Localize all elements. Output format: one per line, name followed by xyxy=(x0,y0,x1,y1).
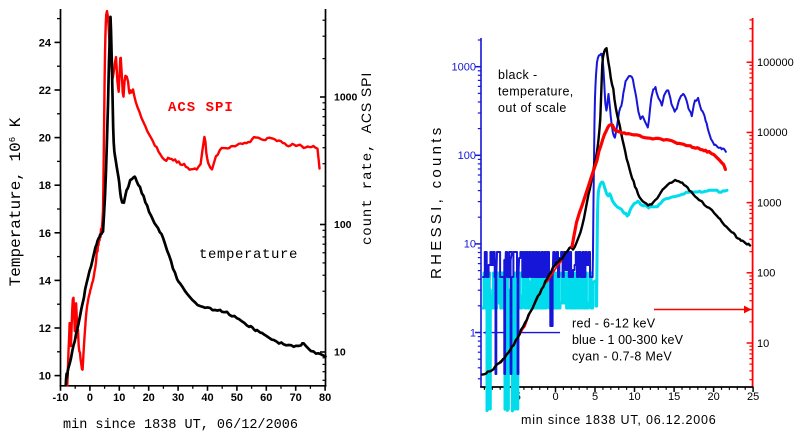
svg-text:22: 22 xyxy=(39,85,51,97)
svg-text:25: 25 xyxy=(747,391,759,403)
svg-text:1000: 1000 xyxy=(757,197,781,209)
svg-text:0: 0 xyxy=(552,391,558,403)
svg-text:temperature: temperature xyxy=(199,247,298,263)
svg-text:12: 12 xyxy=(39,323,51,335)
svg-text:20: 20 xyxy=(707,391,719,403)
svg-text:10: 10 xyxy=(628,391,640,403)
svg-text:RHESSI, counts: RHESSI, counts xyxy=(428,124,445,279)
svg-text:ACS SPI: ACS SPI xyxy=(168,100,234,116)
svg-text:min since 1838 UT, 06.12.2006: min since 1838 UT, 06.12.2006 xyxy=(521,413,717,427)
svg-text:Temperature, 106 K: Temperature, 106 K xyxy=(7,117,25,286)
svg-text:60: 60 xyxy=(260,392,272,404)
svg-text:red - 6-12 keV: red - 6-12 keV xyxy=(572,317,656,331)
svg-text:15: 15 xyxy=(668,391,680,403)
svg-text:100: 100 xyxy=(334,219,352,231)
svg-text:blue - 1 00-300 keV: blue - 1 00-300 keV xyxy=(572,333,684,347)
svg-text:20: 20 xyxy=(143,392,155,404)
svg-text:10: 10 xyxy=(39,371,51,383)
svg-text:40: 40 xyxy=(201,392,213,404)
svg-text:10000: 10000 xyxy=(757,127,788,139)
svg-text:100: 100 xyxy=(757,268,775,280)
svg-text:50: 50 xyxy=(231,392,243,404)
svg-text:1000: 1000 xyxy=(452,62,476,74)
svg-text:10: 10 xyxy=(113,392,125,404)
svg-text:100: 100 xyxy=(458,150,476,162)
svg-text:70: 70 xyxy=(290,392,302,404)
svg-text:black -: black - xyxy=(498,68,538,82)
svg-text:80: 80 xyxy=(319,392,331,404)
svg-text:10: 10 xyxy=(757,338,769,350)
svg-text:out of scale: out of scale xyxy=(498,101,567,115)
svg-text:100000: 100000 xyxy=(757,57,794,69)
svg-text:30: 30 xyxy=(172,392,184,404)
svg-text:18: 18 xyxy=(39,180,51,192)
svg-text:10: 10 xyxy=(334,347,346,359)
svg-text:1: 1 xyxy=(470,327,476,339)
svg-text:16: 16 xyxy=(39,228,51,240)
svg-text:0: 0 xyxy=(87,392,93,404)
svg-text:min since 1838 UT, 06/12/2006: min since 1838 UT, 06/12/2006 xyxy=(63,418,298,433)
svg-text:count rate, ACS SPI: count rate, ACS SPI xyxy=(358,72,376,245)
svg-text:20: 20 xyxy=(39,133,51,145)
svg-text:24: 24 xyxy=(39,37,52,49)
svg-text:1000: 1000 xyxy=(334,92,358,104)
svg-text:cyan - 0.7-8 MeV: cyan - 0.7-8 MeV xyxy=(572,350,672,364)
svg-text:-10: -10 xyxy=(53,392,69,404)
svg-text:temperature,: temperature, xyxy=(498,85,574,99)
svg-text:10: 10 xyxy=(464,239,476,251)
svg-text:5: 5 xyxy=(592,391,598,403)
svg-text:14: 14 xyxy=(39,275,52,287)
